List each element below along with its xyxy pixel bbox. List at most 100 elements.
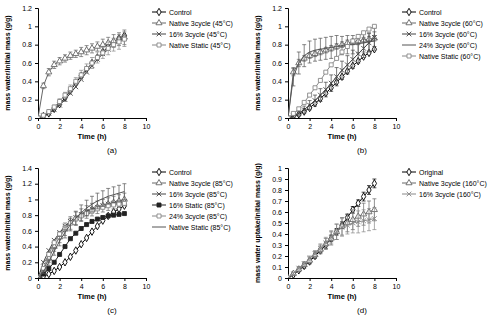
tick-mark: [285, 179, 288, 180]
axis-line: [289, 119, 397, 122]
tick-label: 0.2: [22, 96, 32, 103]
marker-group: [302, 262, 306, 269]
series-line: [288, 183, 374, 278]
marker: [112, 213, 116, 217]
tick-mark: [285, 201, 288, 202]
legend-item: Native 3cycle (60°C): [402, 19, 483, 27]
legend-marker: [407, 168, 411, 175]
marker: [361, 218, 366, 223]
marker-group: [74, 79, 78, 83]
marker-group: [372, 180, 376, 187]
marker: [288, 116, 290, 118]
tick: 2: [308, 278, 312, 290]
legend-swatch: [402, 45, 416, 46]
marker-group: [307, 256, 312, 261]
marker: [350, 57, 355, 62]
tick: 0.2: [22, 259, 38, 266]
marker-group: [302, 100, 306, 104]
marker-group: [329, 63, 333, 67]
marker-group: [350, 57, 355, 62]
marker: [122, 202, 126, 209]
legend-item: 16% 3cycle (160°C): [402, 191, 481, 199]
error-bar: [302, 106, 306, 113]
axis-line: [35, 9, 39, 119]
error-bar: [79, 205, 83, 221]
marker-group: [85, 223, 89, 227]
marker: [63, 93, 67, 97]
marker: [318, 93, 323, 98]
tick-mark: [35, 262, 38, 263]
marker-group: [84, 234, 88, 241]
legend-marker: [407, 192, 412, 197]
marker: [367, 217, 372, 222]
marker-group: [329, 81, 334, 86]
tick: 0: [37, 278, 41, 290]
tick: 4: [330, 118, 334, 130]
marker-group: [41, 113, 45, 117]
marker: [101, 51, 105, 55]
marker-group: [335, 56, 339, 60]
tick: 0: [28, 115, 38, 122]
marker-group: [367, 186, 371, 193]
legend-item: Control: [402, 8, 442, 15]
tick-mark: [35, 81, 38, 82]
tick-mark: [35, 199, 38, 200]
marker-group: [296, 266, 301, 271]
error-bar: [122, 184, 126, 200]
marker-group: [291, 271, 296, 276]
error-bar: [324, 237, 328, 248]
marker: [38, 116, 40, 118]
marker-group: [312, 251, 318, 256]
marker-group: [350, 221, 355, 226]
error-bar: [308, 256, 312, 260]
panel: 024681000.20.40.60.811.21.4Time (h)mass …: [4, 165, 233, 315]
tick-label: 1: [28, 23, 32, 30]
marker-group: [112, 213, 116, 217]
marker: [329, 81, 334, 86]
legend-marker-group: [156, 179, 162, 184]
x-axis-title: Time (h): [77, 132, 107, 141]
marker: [85, 223, 89, 227]
tick-label: 0.8: [22, 41, 32, 48]
tick-label: 10: [393, 123, 401, 130]
tick-label: 0.2: [272, 253, 282, 260]
marker-group: [52, 241, 56, 245]
tick-label: 10: [143, 283, 151, 290]
marker: [313, 86, 317, 90]
tick: 8: [123, 278, 127, 290]
tick-label: 1: [278, 23, 282, 30]
legend-item: Native 3cycle (85°C): [152, 179, 233, 187]
marker: [47, 110, 51, 117]
marker: [296, 266, 301, 271]
marker: [47, 110, 51, 114]
marker-group: [361, 218, 366, 223]
tick: 0.7: [272, 198, 288, 205]
tick-label: 0.5: [272, 220, 282, 227]
marker: [122, 201, 126, 205]
plot-area: [38, 184, 127, 278]
marker-group: [68, 253, 72, 260]
tick-label: 0.6: [22, 60, 32, 67]
series-line: [38, 199, 124, 278]
legend-label: 16% 3cycle (60°C): [419, 31, 477, 39]
tick-mark: [124, 278, 125, 281]
marker: [52, 105, 56, 109]
tick: 8: [373, 278, 377, 290]
panel: 024681000.10.20.30.40.50.60.70.80.91Time…: [254, 163, 487, 315]
x-axis-title: Time (h): [327, 292, 357, 301]
marker-group: [47, 110, 51, 114]
tick-label: 1.2: [22, 180, 32, 187]
marker-group: [351, 39, 355, 43]
marker: [291, 271, 296, 276]
panel: 024681000.20.40.60.811.2Time (h)mass wat…: [4, 5, 233, 155]
marker-group: [367, 27, 371, 31]
tick-mark: [285, 223, 288, 224]
marker: [307, 256, 312, 261]
marker-group: [361, 193, 365, 200]
series-line: [38, 37, 124, 118]
legend-item: Native Static (60°C): [402, 53, 481, 61]
marker-group: [41, 112, 45, 118]
legend-label: 16% 3cycle (85°C): [169, 191, 227, 199]
marker-group: [101, 51, 105, 55]
error-bar: [367, 34, 371, 52]
